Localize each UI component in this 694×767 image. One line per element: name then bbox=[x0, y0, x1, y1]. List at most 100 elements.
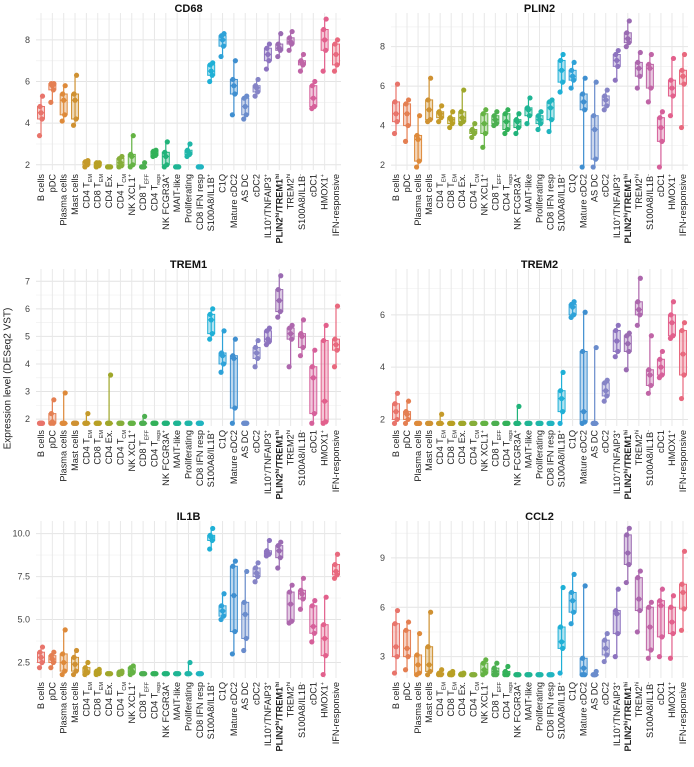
data-point bbox=[37, 649, 43, 655]
box-25 bbox=[320, 594, 329, 678]
box-2 bbox=[59, 83, 68, 124]
x-tick-label: CD4 Tregs​ bbox=[149, 430, 162, 467]
data-point bbox=[680, 351, 686, 357]
box-17 bbox=[229, 558, 238, 657]
x-tick-label-part: CD8 T bbox=[446, 690, 456, 717]
data-point bbox=[450, 668, 456, 675]
data-point bbox=[582, 75, 588, 81]
x-tick-label-part: CD4 T bbox=[115, 690, 125, 717]
x-tick-label-part: IL10 bbox=[612, 220, 622, 238]
box-7 bbox=[116, 153, 125, 170]
x-tick-label: CD4 Tregs​ bbox=[149, 682, 162, 719]
x-tick-label-part: Mast cells bbox=[70, 430, 80, 471]
data-point bbox=[436, 119, 442, 125]
data-point bbox=[461, 87, 467, 93]
x-tick-label-part: CM bbox=[122, 430, 128, 439]
data-point bbox=[255, 560, 261, 566]
x-tick-label: IL10+​/TNFAIP3+​ bbox=[612, 174, 622, 238]
x-tick-label-part: PLIN2 bbox=[623, 473, 633, 499]
box-22 bbox=[286, 322, 295, 370]
x-tick-label-part: hi bbox=[275, 682, 281, 687]
data-point bbox=[62, 627, 68, 633]
data-point bbox=[425, 644, 431, 650]
y-tick-label: 6 bbox=[25, 77, 30, 87]
box-14 bbox=[195, 164, 204, 170]
y-tick-label: 2 bbox=[380, 160, 385, 170]
box-10 bbox=[150, 147, 159, 160]
x-tick-label: cDC2 bbox=[252, 682, 262, 705]
data-point bbox=[615, 47, 621, 54]
data-point bbox=[681, 372, 687, 378]
x-tick-label-part: regs bbox=[156, 430, 162, 441]
x-tick-label-part: HMOX1 bbox=[667, 177, 677, 210]
data-point bbox=[428, 609, 434, 615]
x-tick-label: S100A8/IL1B-​ bbox=[645, 174, 655, 230]
x-tick-label-part: pDC bbox=[47, 174, 57, 193]
data-point bbox=[82, 420, 88, 426]
data-point bbox=[438, 115, 444, 121]
x-tick-label: Proliferating bbox=[184, 174, 194, 223]
box-13 bbox=[535, 420, 544, 426]
x-tick-label: AS DC bbox=[590, 430, 600, 458]
data-point bbox=[669, 320, 675, 326]
data-point bbox=[560, 584, 566, 591]
data-point bbox=[275, 53, 281, 60]
data-point bbox=[278, 539, 284, 545]
data-point bbox=[557, 420, 563, 426]
data-point bbox=[416, 113, 423, 119]
data-point bbox=[164, 420, 170, 426]
x-tick-label-part: EM bbox=[99, 430, 105, 439]
data-point bbox=[164, 671, 170, 677]
x-tick-label-part: CD8 T bbox=[138, 184, 148, 211]
data-point bbox=[391, 420, 398, 426]
data-point bbox=[482, 130, 488, 137]
data-point bbox=[646, 604, 652, 610]
data-point bbox=[334, 37, 341, 43]
x-tick-label: CD8 IFN resp bbox=[546, 174, 556, 230]
data-point bbox=[668, 604, 674, 610]
data-point bbox=[648, 85, 654, 91]
data-point bbox=[310, 375, 316, 381]
x-tick-label-part: NK FCGR3A bbox=[161, 432, 171, 485]
box-9 bbox=[139, 413, 148, 426]
data-point bbox=[557, 89, 563, 95]
data-point bbox=[153, 147, 159, 153]
x-tick-label: IL10+​/TNFAIP3+​ bbox=[263, 174, 273, 238]
data-point bbox=[38, 110, 44, 116]
data-point bbox=[603, 645, 609, 651]
x-tick-label-part: + bbox=[480, 430, 486, 433]
x-tick-label: S100A8/IL1B-​ bbox=[645, 430, 655, 486]
data-point bbox=[39, 659, 45, 666]
x-tick-label-part: IL10 bbox=[612, 476, 622, 494]
data-point bbox=[601, 107, 607, 113]
box-9 bbox=[491, 109, 500, 129]
data-point bbox=[70, 122, 77, 128]
x-tick-label-part: hi bbox=[286, 174, 292, 178]
data-point bbox=[637, 607, 643, 614]
data-point bbox=[613, 327, 619, 334]
data-point bbox=[265, 336, 271, 342]
data-point bbox=[229, 651, 235, 657]
x-tick-label-part: S100A8/IL1B bbox=[206, 685, 216, 739]
x-tick-label: IL10+​/TNFAIP3+​ bbox=[612, 682, 622, 746]
data-point bbox=[436, 420, 442, 426]
x-tick-label: HMOX1+​ bbox=[667, 430, 677, 466]
box-6 bbox=[104, 164, 114, 170]
data-point bbox=[615, 348, 621, 355]
x-tick-label-part: EM bbox=[442, 682, 448, 691]
x-tick-label: CD4 TEM​ bbox=[81, 430, 94, 465]
data-point bbox=[601, 398, 607, 404]
x-tick-label: Plasma cells bbox=[413, 174, 423, 226]
box-11 bbox=[513, 672, 522, 678]
x-tick-label-part: /TREM1 bbox=[623, 687, 633, 721]
data-point bbox=[164, 162, 170, 168]
x-tick-label-part: CD4 T bbox=[149, 184, 159, 211]
x-tick-label-part: CD4 T bbox=[81, 690, 91, 717]
data-point bbox=[107, 372, 114, 378]
x-tick-label: CD4 Ex. bbox=[457, 682, 467, 716]
data-point bbox=[39, 644, 46, 650]
data-point bbox=[524, 121, 530, 127]
y-tick-label: 8 bbox=[380, 42, 385, 52]
data-point bbox=[37, 103, 43, 110]
x-tick-label-part: CD8 IFN resp bbox=[195, 430, 205, 486]
